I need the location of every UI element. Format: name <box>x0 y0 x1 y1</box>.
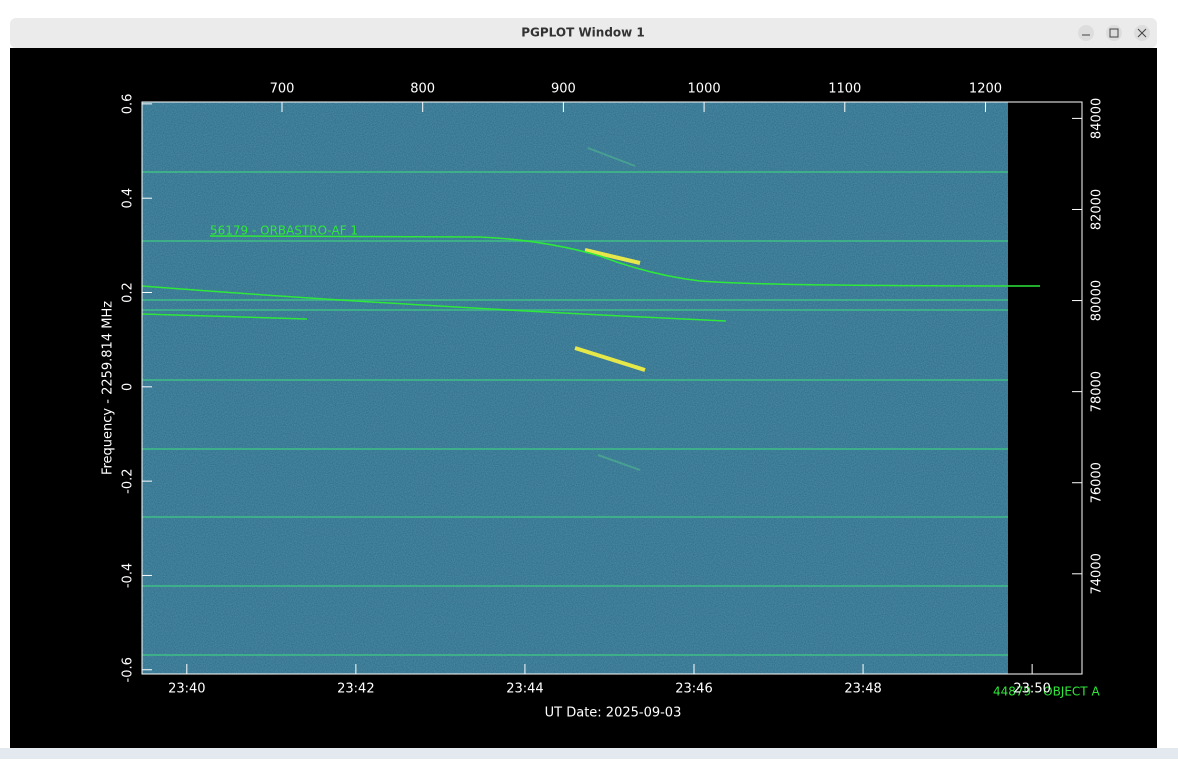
maximize-icon <box>1109 28 1119 38</box>
signals <box>574 147 646 471</box>
x2-tick-label: 800 <box>410 82 435 97</box>
x2-tick-label: 900 <box>551 82 576 97</box>
y-tick-label: 0.4 <box>121 188 136 209</box>
minimize-button[interactable] <box>1078 25 1094 41</box>
x-tick-label: 23:46 <box>675 682 712 697</box>
rfi-lines <box>142 171 1008 656</box>
x2-tick-label: 700 <box>270 82 295 97</box>
window-title: PGPLOT Window 1 <box>521 26 645 40</box>
y-tick-label: 0 <box>121 383 136 391</box>
x-tick-label: 23:44 <box>506 682 543 697</box>
y-tick-label: -0.4 <box>121 563 136 588</box>
y2-tick-label: 74000 <box>1090 553 1105 594</box>
y2-tick-label: 76000 <box>1090 462 1105 503</box>
x-axis-label: UT Date: 2025-09-03 <box>545 706 682 721</box>
y-axis-label: Frequency - 2259.814 MHz <box>101 301 116 475</box>
x-tick-label: 23:50 <box>1013 682 1050 697</box>
spectrogram-noise <box>142 102 1008 674</box>
y2-tick-label: 82000 <box>1090 189 1105 230</box>
y-tick-label: 0.2 <box>121 282 136 303</box>
y2-tick-label: 78000 <box>1090 371 1105 412</box>
y-tick-label: 0.6 <box>121 94 136 115</box>
x2-tick-label: 1100 <box>828 82 861 97</box>
y2-tick-label: 80000 <box>1090 280 1105 321</box>
x-tick-label: 23:48 <box>844 682 881 697</box>
desktop-strip <box>0 748 1178 759</box>
maximize-button[interactable] <box>1106 25 1122 41</box>
x-tick-label: 23:40 <box>168 682 205 697</box>
track-label: 44879 - OBJECT A <box>993 685 1100 699</box>
x2-tick-label: 1000 <box>688 82 721 97</box>
tracks <box>141 235 1041 322</box>
y2-tick-label: 84000 <box>1090 98 1105 139</box>
x-tick-label: 23:42 <box>337 682 374 697</box>
close-icon <box>1137 28 1147 38</box>
track-label: 56179 - ORBASTRO-AF 1 <box>210 224 358 238</box>
y-tick-label: -0.2 <box>121 468 136 493</box>
title-bar <box>10 18 1157 48</box>
axes-frame <box>141 101 1083 675</box>
y-tick-label: -0.6 <box>121 657 136 682</box>
x2-tick-label: 1200 <box>969 82 1002 97</box>
